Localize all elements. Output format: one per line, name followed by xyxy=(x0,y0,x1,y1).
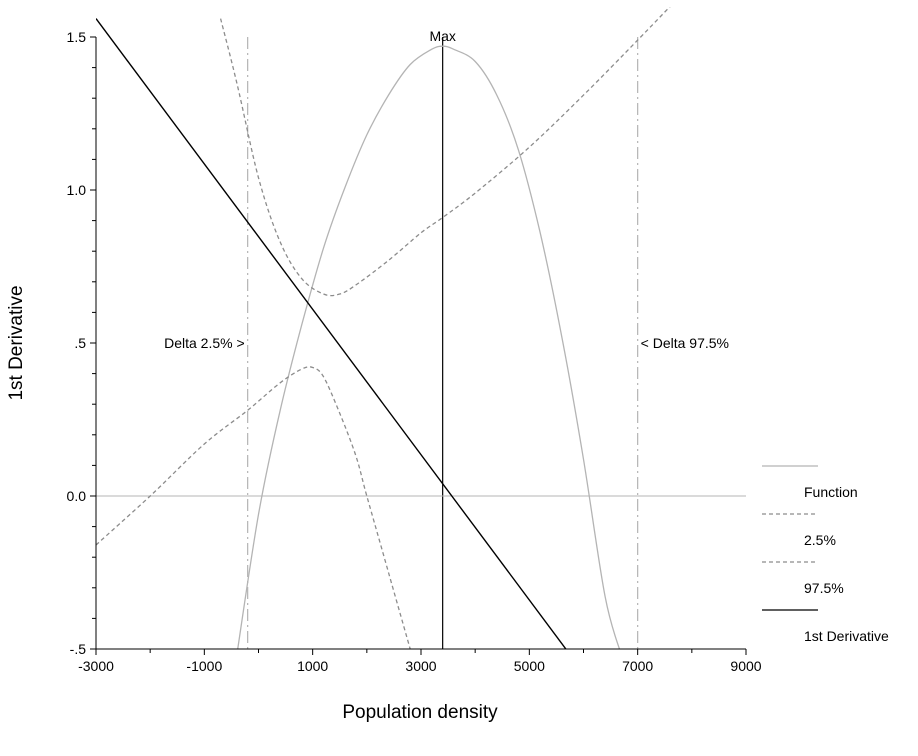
legend-label: 97.5% xyxy=(804,580,844,596)
series-line-1st-derivative xyxy=(96,18,567,649)
x-tick-label: -3000 xyxy=(78,658,114,674)
x-tick-label: 1000 xyxy=(297,658,328,674)
x-tick-label: 7000 xyxy=(622,658,653,674)
reference-line-label: Max xyxy=(429,28,455,44)
legend-label: Function xyxy=(804,484,858,500)
x-tick-label: 5000 xyxy=(514,658,545,674)
reference-line-label: Delta 2.5% > xyxy=(164,335,245,351)
y-tick-label: 1.0 xyxy=(67,182,87,198)
reference-lines: Delta 2.5% > < Delta 97.5% Max xyxy=(96,28,746,649)
legend: Function 2.5% 97.5% 1st Derivative xyxy=(762,465,889,644)
legend-label: 2.5% xyxy=(804,532,836,548)
y-tick-label: .5 xyxy=(74,335,86,351)
legend-label: 1st Derivative xyxy=(804,628,889,644)
x-axis-title: Population density xyxy=(342,702,498,723)
y-axis-title: 1st Derivative xyxy=(6,285,27,400)
series-line-97-5 xyxy=(219,7,671,297)
y-tick-label: 1.5 xyxy=(67,29,87,45)
reference-line-label: < Delta 97.5% xyxy=(641,335,729,351)
tick-labels: -3000 -1000 1000 3000 5000 7000 9000 -.5 0.0 .5 1.… xyxy=(67,29,762,674)
series-line-function xyxy=(237,45,621,649)
axes xyxy=(90,36,747,655)
series-line-2-5 xyxy=(96,366,411,649)
series-lines xyxy=(96,7,671,649)
x-tick-label: -1000 xyxy=(186,658,222,674)
x-tick-label: 9000 xyxy=(730,658,761,674)
y-tick-label: -.5 xyxy=(70,641,87,657)
y-tick-label: 0.0 xyxy=(67,488,87,504)
x-tick-label: 3000 xyxy=(405,658,436,674)
